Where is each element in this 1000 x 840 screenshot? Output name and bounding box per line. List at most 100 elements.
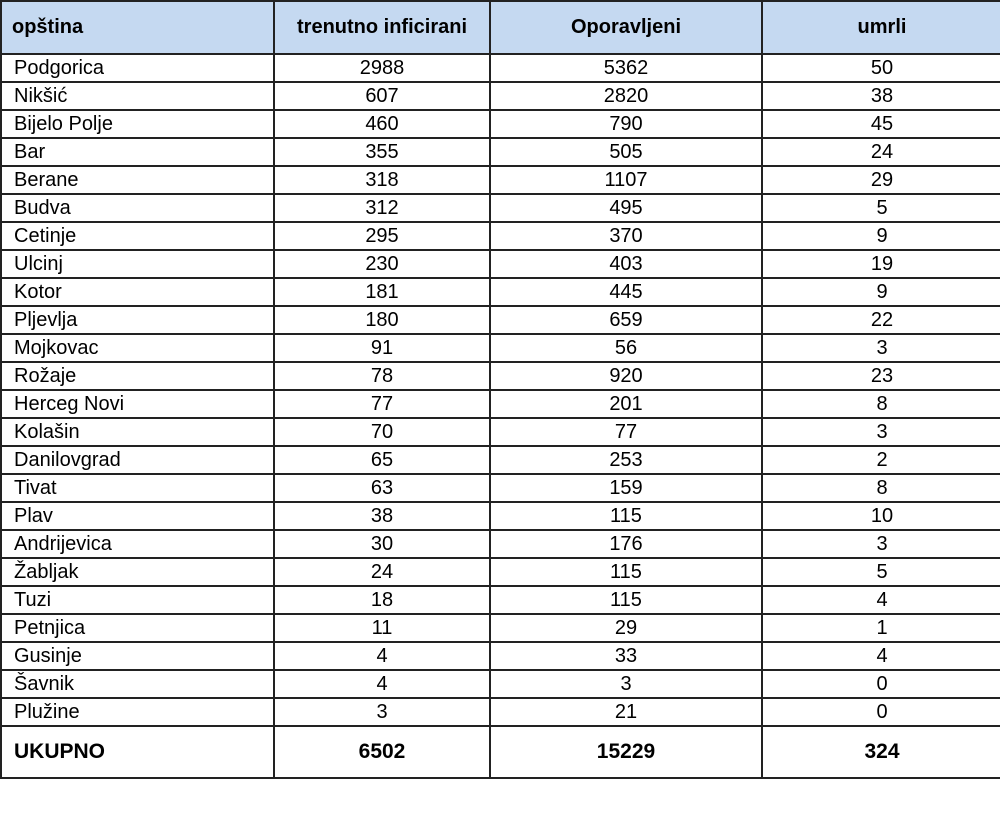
- cell-currently-infected: 65: [273, 445, 491, 475]
- cell-currently-infected: 355: [273, 137, 491, 167]
- header-recovered: Oporavljeni: [489, 0, 763, 55]
- table-row: Budva 312 495 5: [0, 193, 1000, 223]
- cell-recovered: 2820: [489, 81, 763, 111]
- cell-currently-infected: 70: [273, 417, 491, 447]
- cell-municipality: Ulcinj: [0, 249, 275, 279]
- table-row: Rožaje 78 920 23: [0, 361, 1000, 391]
- cell-recovered: 115: [489, 585, 763, 615]
- cell-deaths: 2: [761, 445, 1000, 475]
- cell-currently-infected: 38: [273, 501, 491, 531]
- cell-deaths: 8: [761, 473, 1000, 503]
- cell-deaths: 38: [761, 81, 1000, 111]
- table-row: Tivat 63 159 8: [0, 473, 1000, 503]
- total-recovered: 15229: [489, 725, 763, 779]
- table-row: Bar 355 505 24: [0, 137, 1000, 167]
- cell-deaths: 45: [761, 109, 1000, 139]
- cell-recovered: 920: [489, 361, 763, 391]
- cell-municipality: Šavnik: [0, 669, 275, 699]
- cell-recovered: 159: [489, 473, 763, 503]
- cell-currently-infected: 30: [273, 529, 491, 559]
- table-row: Bijelo Polje 460 790 45: [0, 109, 1000, 139]
- table-footer: UKUPNO 6502 15229 324: [0, 725, 1000, 779]
- cell-recovered: 495: [489, 193, 763, 223]
- cell-currently-infected: 24: [273, 557, 491, 587]
- cell-municipality: Tuzi: [0, 585, 275, 615]
- cell-recovered: 1107: [489, 165, 763, 195]
- cell-recovered: 3: [489, 669, 763, 699]
- cell-recovered: 5362: [489, 53, 763, 83]
- table-row: Kotor 181 445 9: [0, 277, 1000, 307]
- cell-recovered: 505: [489, 137, 763, 167]
- cell-municipality: Bar: [0, 137, 275, 167]
- cell-deaths: 0: [761, 697, 1000, 727]
- cell-currently-infected: 4: [273, 641, 491, 671]
- header-row: opština trenutno inficirani Oporavljeni …: [0, 0, 1000, 55]
- table-row: Gusinje 4 33 4: [0, 641, 1000, 671]
- cell-currently-infected: 2988: [273, 53, 491, 83]
- cell-deaths: 4: [761, 585, 1000, 615]
- cell-municipality: Plav: [0, 501, 275, 531]
- cell-municipality: Herceg Novi: [0, 389, 275, 419]
- cell-recovered: 253: [489, 445, 763, 475]
- cell-recovered: 659: [489, 305, 763, 335]
- cell-currently-infected: 180: [273, 305, 491, 335]
- table-row: Plav 38 115 10: [0, 501, 1000, 531]
- table-row: Danilovgrad 65 253 2: [0, 445, 1000, 475]
- total-deaths: 324: [761, 725, 1000, 779]
- cell-deaths: 5: [761, 557, 1000, 587]
- cell-municipality: Kotor: [0, 277, 275, 307]
- header-deaths: umrli: [761, 0, 1000, 55]
- cell-currently-infected: 3: [273, 697, 491, 727]
- table-row: Berane 318 1107 29: [0, 165, 1000, 195]
- table-row: Šavnik 4 3 0: [0, 669, 1000, 699]
- cell-recovered: 790: [489, 109, 763, 139]
- table-row: Mojkovac 91 56 3: [0, 333, 1000, 363]
- cell-currently-infected: 295: [273, 221, 491, 251]
- table-body: Podgorica 2988 5362 50 Nikšić 607 2820 38 Bijelo…: [0, 53, 1000, 727]
- cell-recovered: 115: [489, 557, 763, 587]
- cell-currently-infected: 181: [273, 277, 491, 307]
- table-row: Andrijevica 30 176 3: [0, 529, 1000, 559]
- cell-municipality: Podgorica: [0, 53, 275, 83]
- cell-municipality: Budva: [0, 193, 275, 223]
- cell-deaths: 50: [761, 53, 1000, 83]
- cell-municipality: Žabljak: [0, 557, 275, 587]
- total-currently-infected: 6502: [273, 725, 491, 779]
- cell-deaths: 1: [761, 613, 1000, 643]
- cell-deaths: 9: [761, 277, 1000, 307]
- cell-deaths: 29: [761, 165, 1000, 195]
- cell-deaths: 3: [761, 333, 1000, 363]
- table-row: Petnjica 11 29 1: [0, 613, 1000, 643]
- total-label: UKUPNO: [0, 725, 275, 779]
- total-row: UKUPNO 6502 15229 324: [0, 725, 1000, 779]
- cell-deaths: 5: [761, 193, 1000, 223]
- table-row: Cetinje 295 370 9: [0, 221, 1000, 251]
- cell-currently-infected: 63: [273, 473, 491, 503]
- cell-municipality: Nikšić: [0, 81, 275, 111]
- cell-deaths: 22: [761, 305, 1000, 335]
- table-row: Plužine 3 21 0: [0, 697, 1000, 727]
- cell-recovered: 33: [489, 641, 763, 671]
- cell-currently-infected: 312: [273, 193, 491, 223]
- cell-deaths: 4: [761, 641, 1000, 671]
- cell-deaths: 3: [761, 529, 1000, 559]
- cell-municipality: Petnjica: [0, 613, 275, 643]
- cell-municipality: Bijelo Polje: [0, 109, 275, 139]
- cell-recovered: 176: [489, 529, 763, 559]
- cell-currently-infected: 11: [273, 613, 491, 643]
- cell-currently-infected: 91: [273, 333, 491, 363]
- table-row: Herceg Novi 77 201 8: [0, 389, 1000, 419]
- cell-municipality: Cetinje: [0, 221, 275, 251]
- cell-currently-infected: 318: [273, 165, 491, 195]
- cell-currently-infected: 78: [273, 361, 491, 391]
- cell-municipality: Rožaje: [0, 361, 275, 391]
- cell-recovered: 77: [489, 417, 763, 447]
- cell-deaths: 0: [761, 669, 1000, 699]
- cell-municipality: Gusinje: [0, 641, 275, 671]
- cell-recovered: 445: [489, 277, 763, 307]
- cell-municipality: Andrijevica: [0, 529, 275, 559]
- header-municipality: opština: [0, 0, 275, 55]
- cell-currently-infected: 607: [273, 81, 491, 111]
- table-row: Pljevlja 180 659 22: [0, 305, 1000, 335]
- cell-municipality: Plužine: [0, 697, 275, 727]
